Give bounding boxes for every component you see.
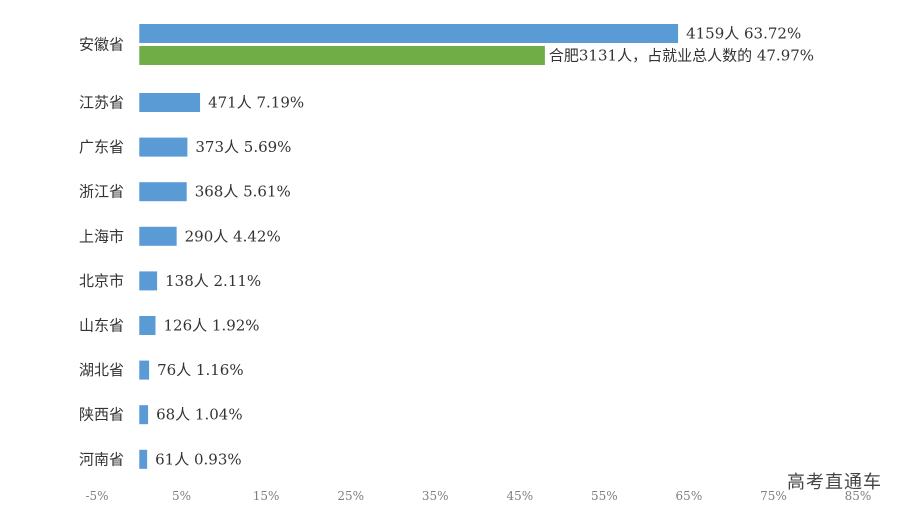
watermark: 高考直通车 xyxy=(787,472,882,493)
bar xyxy=(139,360,150,380)
bar xyxy=(139,405,149,425)
category-label: 广东省 xyxy=(79,138,124,156)
category-label: 浙江省 xyxy=(79,183,124,201)
bar xyxy=(139,137,188,157)
x-tick-label: 5% xyxy=(172,489,191,503)
x-axis-ticks: -5% 5% 15% 25% 35% 45% 55% 65% 75% 85% xyxy=(85,489,871,503)
bar xyxy=(139,271,158,291)
x-tick-label: 55% xyxy=(591,489,618,503)
x-tick-label: 75% xyxy=(760,489,787,503)
category-label: 山东省 xyxy=(79,317,124,335)
category-label: 北京市 xyxy=(79,272,124,290)
category-label: 安徽省 xyxy=(79,36,124,54)
data-label: 4159人 63.72% xyxy=(686,25,801,43)
x-tick-label: 65% xyxy=(676,489,703,503)
category-label: 湖北省 xyxy=(79,361,124,379)
data-label: 126人 1.92% xyxy=(164,317,260,335)
bars-layer xyxy=(139,24,679,469)
data-label: 76人 1.16% xyxy=(157,361,244,379)
category-label: 陕西省 xyxy=(79,406,124,424)
data-label: 138人 2.11% xyxy=(165,272,261,290)
category-label: 江苏省 xyxy=(79,94,124,112)
category-label: 上海市 xyxy=(79,227,124,245)
sub-bar xyxy=(139,46,545,65)
bar xyxy=(139,226,177,246)
x-tick-label: 25% xyxy=(337,489,364,503)
data-label: 61人 0.93% xyxy=(155,450,242,468)
bar xyxy=(139,182,187,202)
data-label: 68人 1.04% xyxy=(156,406,243,424)
x-tick-label: 15% xyxy=(253,489,280,503)
data-label: 368人 5.61% xyxy=(195,183,291,201)
x-tick-label: 45% xyxy=(506,489,533,503)
data-label: 373人 5.69% xyxy=(195,138,291,156)
bar xyxy=(139,449,148,469)
x-tick-label: 85% xyxy=(845,489,872,503)
labels-layer: 安徽省 4159人 63.72% 江苏省 471人 7.19% 广东省 373人 5.69… xyxy=(79,25,814,469)
category-label: 河南省 xyxy=(79,450,124,468)
data-label: 471人 7.19% xyxy=(208,94,304,112)
x-tick-label: 35% xyxy=(422,489,449,503)
data-label: 290人 4.42% xyxy=(185,227,281,245)
x-tick-label: -5% xyxy=(85,489,108,503)
bar xyxy=(139,316,156,335)
sub-bar-label: 合肥3131人，占就业总人数的 47.97% xyxy=(549,47,814,65)
bar xyxy=(139,24,679,43)
bar xyxy=(139,93,201,112)
